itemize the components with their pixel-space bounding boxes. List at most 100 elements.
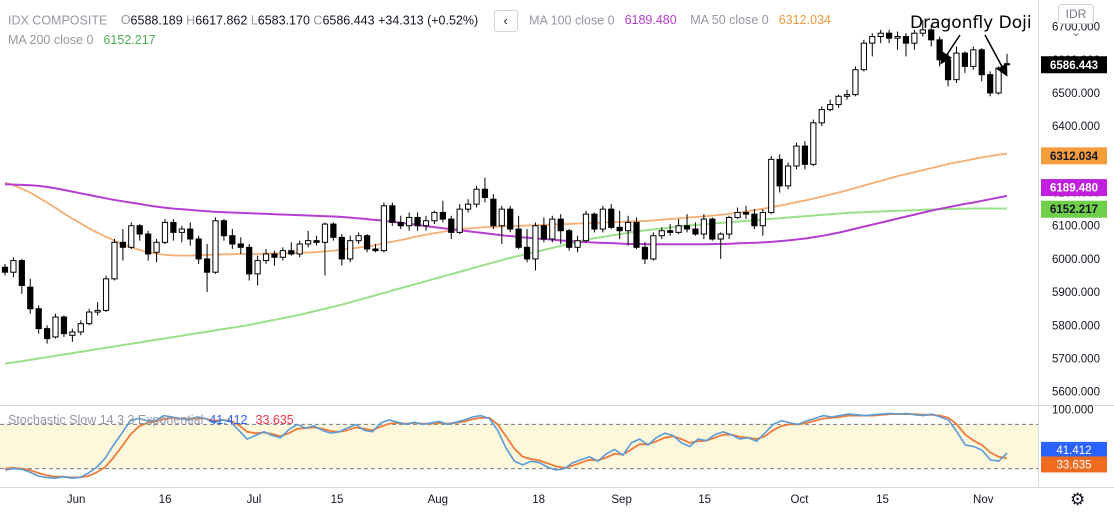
candle [262,248,270,264]
time-tick-label: 16 [159,494,172,506]
candle [608,204,615,230]
candle [203,243,211,293]
candle [776,154,783,193]
time-tick-label: 15 [331,494,344,506]
close-label: C [313,13,323,28]
candle [928,24,935,47]
candle [60,315,68,337]
candle [886,29,893,44]
candle-body [195,238,202,260]
symbol-name[interactable]: IDX COMPOSITE [8,13,108,28]
candle-body [338,236,345,260]
candle [330,222,337,241]
candle [902,33,910,57]
candle [473,185,480,208]
stochastic-title[interactable]: Stochastic Slow 14 3 3 Exponential [8,413,204,427]
candle-body [94,309,101,313]
candle [843,89,851,100]
candle-body [355,235,362,242]
candle-body [439,211,446,220]
candle-body [599,208,606,230]
ma200-label[interactable]: MA 200 close 0 [8,33,94,47]
candle-body [608,208,615,228]
candle [860,39,867,72]
candle [650,232,657,261]
last-price-tag-bg [1041,56,1107,74]
candle-body [313,240,320,243]
candle [970,46,977,70]
candle [128,222,135,249]
candle-body [557,218,564,232]
candle-body [187,228,194,240]
candle-body [1003,63,1011,66]
candle [633,217,640,249]
ma50-label[interactable]: MA 50 close 0 [690,13,769,28]
candle [641,242,649,264]
candle [456,204,463,235]
candle-body [641,246,649,260]
candle-body [995,67,1002,94]
candle [35,305,42,334]
currency-selector[interactable]: IDR ⌄ [1058,4,1094,39]
candle [111,239,118,281]
candle [818,106,825,127]
chevron-left-icon[interactable]: ‹ [493,10,518,32]
candle-body [473,188,480,205]
arrow-to-first-doji [940,34,961,65]
candle-body [726,216,733,235]
candle-body [902,36,910,44]
candle-body [178,228,185,233]
candle [77,320,84,336]
candle [406,212,413,231]
price-tick-label: 6100.000 [1052,221,1100,233]
candle-body [35,308,42,330]
candle [178,225,185,243]
candle-body [145,233,152,255]
candle [498,205,505,244]
candle-body [161,221,169,243]
candle [431,210,438,225]
candle [667,224,674,236]
low-value: 6583.170 [257,13,310,28]
ma100-label[interactable]: MA 100 close 0 [529,13,615,28]
time-tick-label: 18 [532,494,545,506]
candle [532,222,539,271]
price-tick-label: 6000.000 [1052,254,1100,266]
candle-body [60,316,68,335]
candle-body [667,230,674,233]
candle-body [532,225,539,260]
candle [271,250,278,266]
candle [1,263,9,276]
candle-body [801,145,809,165]
ma50-line [4,152,1008,257]
annotation-arrows [940,34,1008,77]
candle [835,94,842,108]
time-tick-label: Oct [791,494,810,506]
candle [515,215,522,249]
candle-body [574,240,581,248]
candle-body [456,208,463,233]
ma100-price-tag-bg [1041,179,1107,197]
candle-body [843,94,851,97]
time-tick-label: 15 [698,494,711,506]
candle-body [877,32,884,38]
stochastic-k-tag-bg [1041,441,1107,458]
candle [18,258,25,294]
gear-icon[interactable]: ⚙ [1070,490,1086,509]
candle [751,209,758,230]
candle [734,207,741,220]
candle [978,48,985,82]
stochastic-k-line [4,412,1008,480]
candle-body [742,211,750,215]
candle [338,234,345,266]
candle [414,212,421,231]
candle-body [936,39,943,61]
candle-body [220,220,228,237]
candle-body [818,109,825,124]
candle-body [262,253,270,262]
candle-body [27,286,34,310]
stochastic-tick-label: 100.000 [1052,405,1094,417]
stochastic-band [0,424,1038,469]
candle-body [894,36,901,39]
